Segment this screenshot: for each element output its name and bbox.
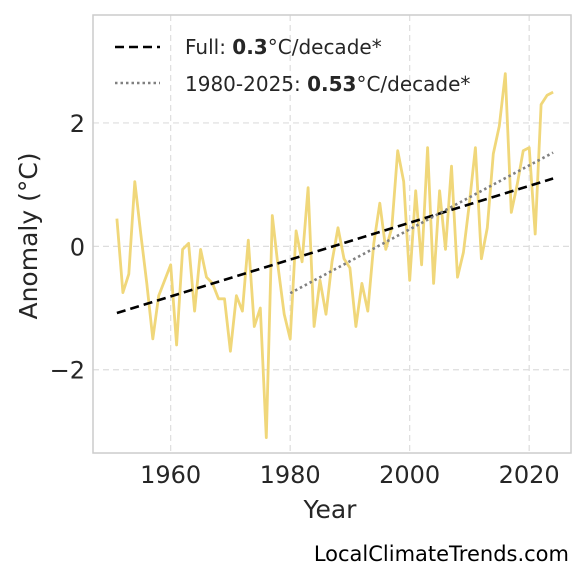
legend-entry-full: Full: 0.3°C/decade*: [185, 35, 382, 59]
x-axis-ticks: 1960 1980 2000 2020: [140, 461, 560, 489]
legend-full-suffix: °C/decade*: [268, 35, 382, 59]
full-trend-line: [116, 177, 554, 315]
y-axis-ticks: −2 0 2: [50, 110, 85, 385]
legend-entry-recent: 1980-2025: 0.53°C/decade*: [185, 72, 470, 96]
x-tick-label: 1980: [260, 461, 321, 489]
plot-frame: [92, 14, 572, 454]
x-tick-label: 1960: [140, 461, 201, 489]
legend-full-prefix: Full:: [185, 35, 232, 59]
legend: Full: 0.3°C/decade* 1980-2025: 0.53°C/de…: [115, 35, 470, 96]
y-tick-label: 2: [70, 110, 85, 138]
x-tick-label: 2020: [499, 461, 560, 489]
y-tick-label: −2: [50, 357, 85, 385]
y-tick-label: 0: [70, 233, 85, 261]
x-axis-label: Year: [303, 495, 358, 524]
x-tick-label: 2000: [379, 461, 440, 489]
legend-recent-prefix: 1980-2025:: [185, 72, 307, 96]
legend-recent-rate: 0.53: [307, 72, 356, 96]
legend-recent-suffix: °C/decade*: [356, 72, 470, 96]
credit-text: LocalClimateTrends.com: [314, 542, 569, 566]
recent-trend-line: [289, 151, 554, 295]
plot-area: [115, 72, 554, 440]
legend-full-rate: 0.3: [232, 35, 267, 59]
y-axis-label: Anomaly (°C): [14, 152, 43, 319]
anomaly-series-line: [115, 72, 554, 440]
grid: [93, 15, 571, 453]
